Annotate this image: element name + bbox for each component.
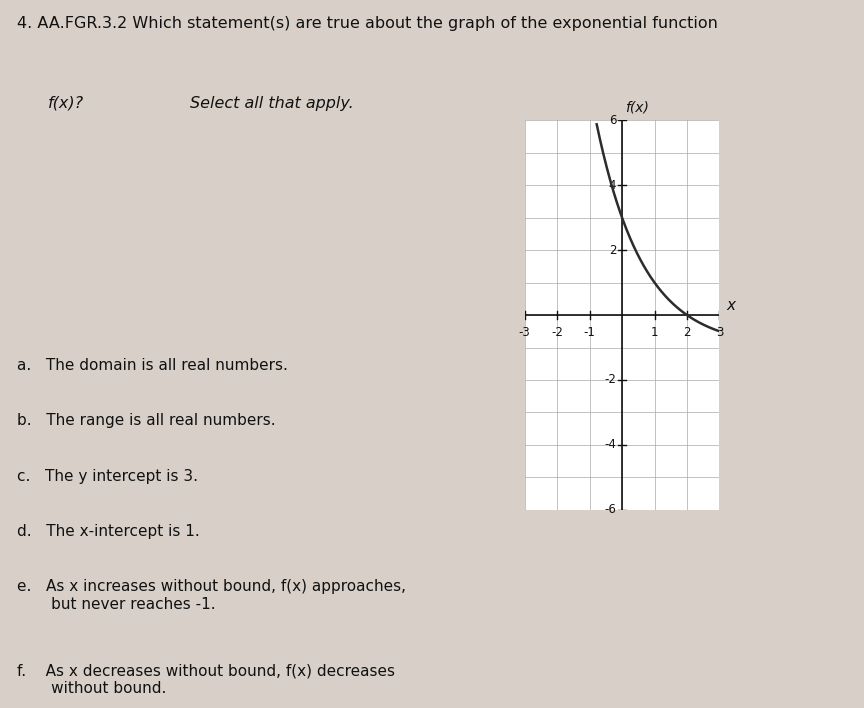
Text: -1: -1 <box>584 326 595 339</box>
Text: f(x)?: f(x)? <box>48 96 84 110</box>
Text: a.   The domain is all real numbers.: a. The domain is all real numbers. <box>17 358 289 373</box>
Text: x: x <box>727 299 735 314</box>
Text: 6: 6 <box>609 114 616 127</box>
Text: f(x): f(x) <box>626 101 649 115</box>
Text: 3: 3 <box>715 326 723 339</box>
Text: -2: -2 <box>604 373 616 387</box>
Text: d.   The x-intercept is 1.: d. The x-intercept is 1. <box>17 524 200 539</box>
Text: -4: -4 <box>604 438 616 452</box>
Text: 2: 2 <box>683 326 690 339</box>
Text: 4. AA.FGR.3.2 Which statement(s) are true about the graph of the exponential fun: 4. AA.FGR.3.2 Which statement(s) are tru… <box>17 16 718 31</box>
Text: -3: -3 <box>519 326 530 339</box>
Text: 1: 1 <box>651 326 658 339</box>
Text: -6: -6 <box>604 503 616 516</box>
Text: 4: 4 <box>609 178 616 192</box>
Text: f.    As x decreases without bound, f(x) decreases
       without bound.: f. As x decreases without bound, f(x) de… <box>17 664 395 696</box>
Text: 2: 2 <box>609 244 616 257</box>
Text: -2: -2 <box>551 326 563 339</box>
Text: c.   The y intercept is 3.: c. The y intercept is 3. <box>17 469 198 484</box>
Text: b.   The range is all real numbers.: b. The range is all real numbers. <box>17 413 276 428</box>
Text: e.   As x increases without bound, f(x) approaches,
       but never reaches -1.: e. As x increases without bound, f(x) ap… <box>17 579 406 612</box>
Text: Select all that apply.: Select all that apply. <box>190 96 354 110</box>
